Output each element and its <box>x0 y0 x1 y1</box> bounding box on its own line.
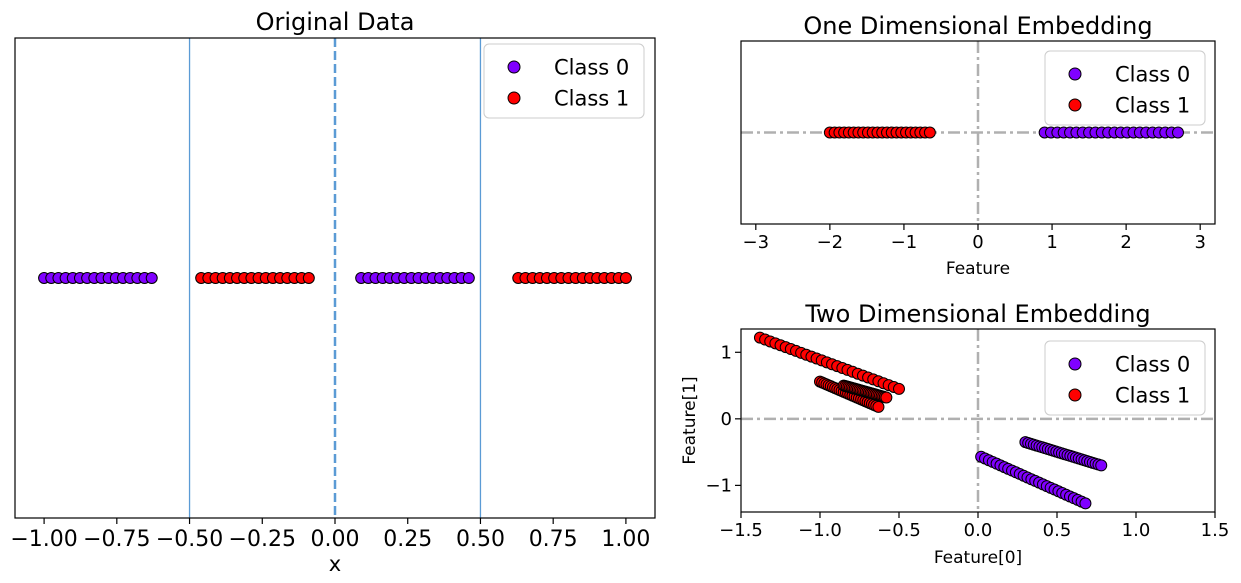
point-class-0 <box>1171 126 1184 139</box>
x-tick-label: 1.00 <box>601 527 650 552</box>
chart-title: Original Data <box>256 8 415 36</box>
x-tick-label: 0.75 <box>529 527 578 552</box>
x-tick-label: 1.5 <box>1201 520 1230 541</box>
x-tick-label: −0.25 <box>229 527 296 552</box>
x-tick-label: 1 <box>1046 232 1057 253</box>
y-tick-label: −1 <box>705 476 732 497</box>
legend-box <box>1044 50 1206 126</box>
legend-label: Class 0 <box>1115 353 1190 377</box>
y-tick-label: 1 <box>721 343 732 364</box>
point-class-0 <box>1095 459 1108 472</box>
legend-marker <box>1068 357 1082 371</box>
x-tick-label: 0.25 <box>383 527 432 552</box>
legend-marker <box>1068 388 1082 402</box>
legend-label: Class 1 <box>554 87 629 111</box>
chart-title: One Dimensional Embedding <box>803 12 1152 40</box>
legend-label: Class 1 <box>1115 384 1190 408</box>
point-class-1 <box>923 126 936 139</box>
legend: Class 0 Class 1 <box>483 43 645 119</box>
x-tick-label: 3 <box>1194 232 1205 253</box>
legend-box <box>483 43 645 119</box>
x-axis-label: Feature <box>946 259 1010 279</box>
x-tick-label: 0.0 <box>964 520 993 541</box>
point-class-0 <box>145 272 158 284</box>
chart-1: One Dimensional Embedding −3 −2 −1 0 1 2 3 Featu… <box>740 12 1216 279</box>
x-tick-label: 2 <box>1120 232 1131 253</box>
x-tick-label: −2 <box>817 232 844 253</box>
point-class-0 <box>462 272 475 284</box>
legend: Class 0 Class 1 <box>1044 50 1206 126</box>
legend-marker <box>507 91 521 105</box>
legend-label: Class 1 <box>1115 94 1190 118</box>
point-class-1 <box>619 272 632 284</box>
x-axis-label: Feature[0] <box>934 548 1022 568</box>
x-tick-label: −0.50 <box>156 527 223 552</box>
x-tick-label: 0.5 <box>1043 520 1072 541</box>
x-tick-label: −1.5 <box>719 520 763 541</box>
chart-0: Original Data −1.00 −0.75 −0.50 −0.25 0.00 0.2… <box>10 8 656 576</box>
legend-label: Class 0 <box>1115 63 1190 87</box>
y-tick-label: 0 <box>721 409 732 430</box>
legend-marker <box>1068 67 1082 81</box>
x-tick-label: 0.00 <box>311 527 360 552</box>
point-class-1 <box>880 391 893 404</box>
point-class-0 <box>1079 497 1092 510</box>
x-tick-label: −0.5 <box>877 520 921 541</box>
x-tick-label: −1.00 <box>10 527 77 552</box>
legend: Class 0 Class 1 <box>1044 340 1206 416</box>
point-class-1 <box>893 382 905 395</box>
x-tick-label: −0.75 <box>83 527 150 552</box>
x-tick-label: 1.0 <box>1122 520 1151 541</box>
y-axis-label: Feature[1] <box>680 376 700 464</box>
x-tick-label: −1 <box>891 232 918 253</box>
x-tick-label: −1.0 <box>798 520 842 541</box>
chart-2: Two Dimensional Embedding −1.5 −1.0 −0.5 0.0… <box>680 300 1229 568</box>
chart-title: Two Dimensional Embedding <box>804 300 1150 328</box>
x-tick-label: 0.50 <box>456 527 505 552</box>
point-class-1 <box>302 272 315 284</box>
x-tick-label: −3 <box>743 232 770 253</box>
x-axis-label: x <box>329 552 341 576</box>
x-tick-label: 0 <box>972 232 983 253</box>
legend-marker <box>1068 98 1082 112</box>
legend-marker <box>507 60 521 74</box>
legend-box <box>1044 340 1206 416</box>
point-class-1 <box>872 400 885 413</box>
legend-label: Class 0 <box>554 56 629 80</box>
